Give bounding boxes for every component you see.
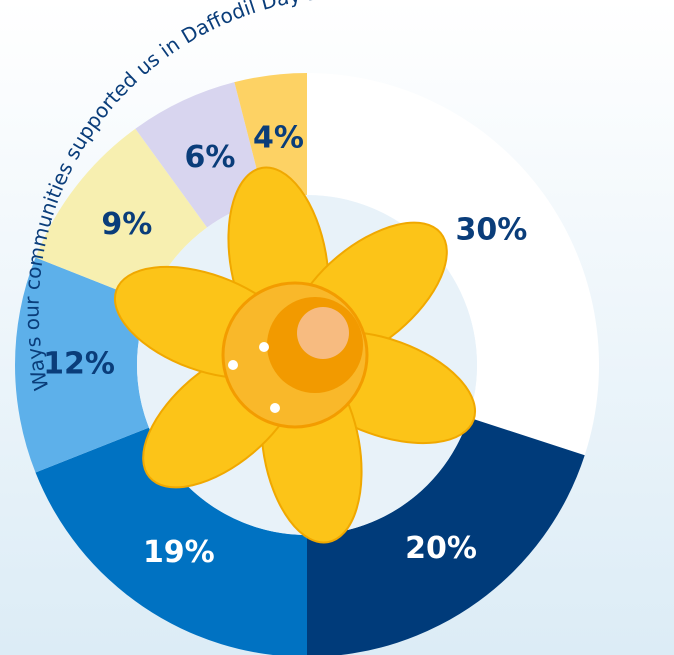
donut-segment bbox=[15, 257, 149, 473]
donut-segment bbox=[135, 82, 265, 228]
stamen bbox=[228, 360, 238, 370]
value-label: 4% bbox=[253, 120, 304, 155]
donut-segment bbox=[234, 73, 307, 201]
value-label: 20% bbox=[405, 531, 477, 566]
value-label: 19% bbox=[143, 535, 215, 570]
stamen bbox=[270, 403, 280, 413]
donut bbox=[15, 73, 599, 655]
value-label: 30% bbox=[456, 212, 528, 247]
value-label: 9% bbox=[101, 207, 152, 242]
donut-segment bbox=[35, 128, 208, 303]
value-label: 6% bbox=[184, 140, 235, 175]
highlight bbox=[297, 307, 349, 359]
labels: 30% 20% 19% 12% 9% 6% 4% bbox=[43, 120, 527, 570]
donut-segment bbox=[307, 417, 585, 655]
stamen bbox=[259, 342, 269, 352]
value-label: 12% bbox=[43, 347, 115, 382]
donut-segment bbox=[307, 73, 599, 456]
daffodil bbox=[113, 166, 477, 544]
donut-segment bbox=[35, 427, 307, 655]
